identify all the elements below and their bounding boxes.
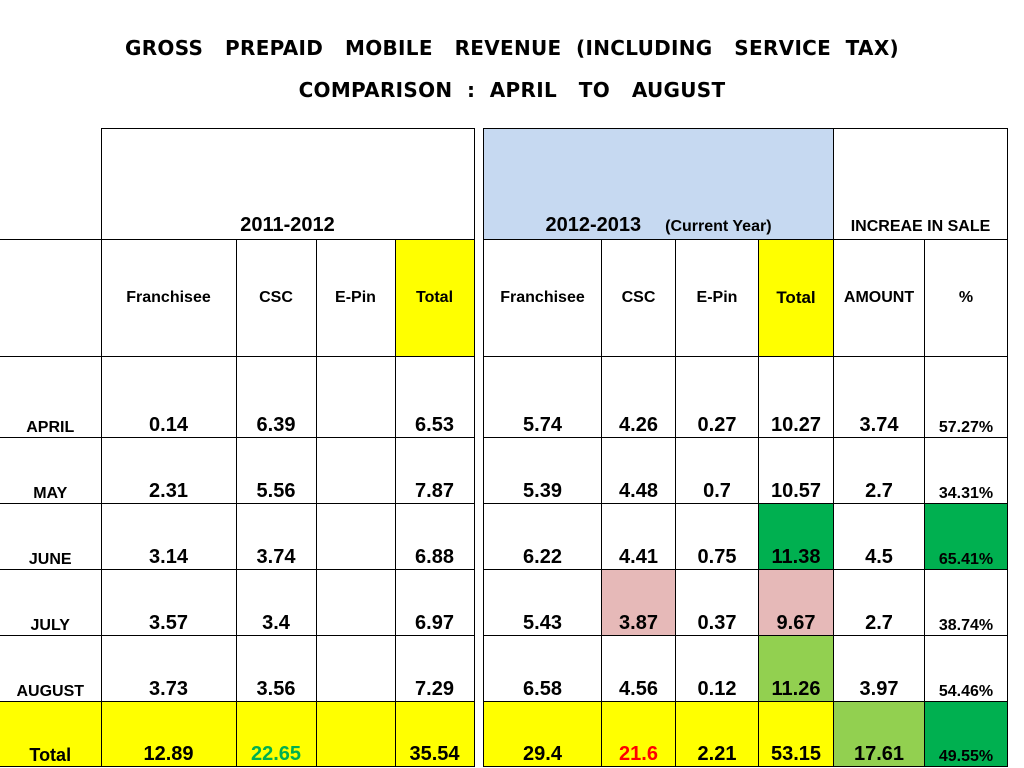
period-2011-2012: 2011-2012 — [100, 128, 475, 240]
prev-csc: 6.39 — [235, 356, 317, 438]
table-row: AUGUST 3.73 3.56 7.29 — [0, 635, 475, 702]
table-row: JUNE 3.14 3.74 6.88 — [0, 503, 475, 570]
table-row: APRIL 0.14 6.39 6.53 — [0, 356, 475, 438]
prev-csc: 3.56 — [235, 635, 317, 702]
curr-franchisee: 5.39 — [483, 437, 602, 504]
prev-franchisee: 0.14 — [100, 356, 237, 438]
page-subtitle: COMPARISON : APRIL TO AUGUST — [298, 78, 726, 102]
month-label: JUNE — [0, 503, 102, 570]
curr-franchisee: 5.43 — [483, 569, 602, 636]
prev-franchisee: 3.73 — [100, 635, 237, 702]
blank-header — [0, 128, 102, 240]
curr-csc: 4.56 — [601, 635, 676, 702]
table-row: 5.43 3.87 0.37 9.67 2.7 38.74% — [483, 569, 1008, 636]
col-amount: AMOUNT — [833, 239, 925, 357]
curr-franchisee-total: 29.4 — [483, 701, 602, 767]
prev-total: 7.87 — [394, 437, 475, 504]
col-csc: CSC — [601, 239, 676, 357]
prev-epin — [315, 503, 396, 570]
period-2012-2013: 2012-2013 (Current Year) — [483, 128, 834, 240]
curr-csc: 4.41 — [601, 503, 676, 570]
prev-csc-total: 22.65 — [235, 701, 317, 767]
prev-total: 7.29 — [394, 635, 475, 702]
increase-percent: 65.41% — [924, 503, 1008, 570]
prev-franchisee-total: 12.89 — [100, 701, 237, 767]
curr-franchisee: 6.22 — [483, 503, 602, 570]
month-label: JULY — [0, 569, 102, 636]
curr-total: 11.26 — [758, 635, 834, 702]
col-total: Total — [394, 239, 475, 357]
increase-amount: 2.7 — [833, 437, 925, 504]
increase-in-sale-header: INCREAE IN SALE — [833, 128, 1008, 240]
prev-total: 6.97 — [394, 569, 475, 636]
table-2012-2013: 2012-2013 (Current Year) INCREAE IN SALE … — [483, 128, 1008, 767]
col-percent: % — [924, 239, 1008, 357]
prev-total-total: 35.54 — [394, 701, 475, 767]
curr-franchisee: 5.74 — [483, 356, 602, 438]
table-row: 6.58 4.56 0.12 11.26 3.97 54.46% — [483, 635, 1008, 702]
total-row: Total 12.89 22.65 35.54 — [0, 701, 475, 767]
curr-epin: 0.37 — [675, 569, 759, 636]
table-row: 6.22 4.41 0.75 11.38 4.5 65.41% — [483, 503, 1008, 570]
table-row: JULY 3.57 3.4 6.97 — [0, 569, 475, 636]
table-row: MAY 2.31 5.56 7.87 — [0, 437, 475, 504]
table-row: 5.39 4.48 0.7 10.57 2.7 34.31% — [483, 437, 1008, 504]
col-franchisee: Franchisee — [483, 239, 602, 357]
curr-epin: 0.12 — [675, 635, 759, 702]
curr-total: 10.27 — [758, 356, 834, 438]
increase-amount: 3.74 — [833, 356, 925, 438]
prev-franchisee: 3.14 — [100, 503, 237, 570]
table-2011-2012: 2011-2012 Franchisee CSC E-Pin Total APR… — [0, 128, 475, 767]
prev-csc: 3.4 — [235, 569, 317, 636]
curr-franchisee: 6.58 — [483, 635, 602, 702]
prev-epin — [315, 569, 396, 636]
increase-amount: 4.5 — [833, 503, 925, 570]
prev-epin-total — [315, 701, 396, 767]
month-label: MAY — [0, 437, 102, 504]
curr-total-total: 53.15 — [758, 701, 834, 767]
curr-csc: 4.48 — [601, 437, 676, 504]
table-row: 5.74 4.26 0.27 10.27 3.74 57.27% — [483, 356, 1008, 438]
curr-csc-total: 21.6 — [601, 701, 676, 767]
curr-csc: 4.26 — [601, 356, 676, 438]
total-row: 29.4 21.6 2.21 53.15 17.61 49.55% — [483, 701, 1008, 767]
month-label: APRIL — [0, 356, 102, 438]
col-csc: CSC — [235, 239, 317, 357]
prev-epin — [315, 437, 396, 504]
increase-percent: 57.27% — [924, 356, 1008, 438]
prev-franchisee: 2.31 — [100, 437, 237, 504]
prev-csc: 5.56 — [235, 437, 317, 504]
prev-franchisee: 3.57 — [100, 569, 237, 636]
curr-epin: 0.27 — [675, 356, 759, 438]
curr-total: 9.67 — [758, 569, 834, 636]
col-epin: E-Pin — [315, 239, 396, 357]
prev-epin — [315, 356, 396, 438]
month-label: AUGUST — [0, 635, 102, 702]
curr-total: 11.38 — [758, 503, 834, 570]
increase-percent: 38.74% — [924, 569, 1008, 636]
curr-epin: 0.7 — [675, 437, 759, 504]
month-header — [0, 239, 102, 357]
increase-amount-total: 17.61 — [833, 701, 925, 767]
curr-epin-total: 2.21 — [675, 701, 759, 767]
prev-total: 6.88 — [394, 503, 475, 570]
total-label: Total — [0, 701, 102, 767]
col-epin: E-Pin — [675, 239, 759, 357]
current-year-note: (Current Year) — [665, 218, 772, 235]
increase-amount: 3.97 — [833, 635, 925, 702]
increase-percent-total: 49.55% — [924, 701, 1008, 767]
prev-epin — [315, 635, 396, 702]
curr-total: 10.57 — [758, 437, 834, 504]
curr-csc: 3.87 — [601, 569, 676, 636]
prev-csc: 3.74 — [235, 503, 317, 570]
increase-percent: 34.31% — [924, 437, 1008, 504]
increase-amount: 2.7 — [833, 569, 925, 636]
increase-percent: 54.46% — [924, 635, 1008, 702]
page-title: GROSS PREPAID MOBILE REVENUE (INCLUDING … — [125, 36, 899, 60]
curr-epin: 0.75 — [675, 503, 759, 570]
col-total: Total — [758, 239, 834, 357]
col-franchisee: Franchisee — [100, 239, 237, 357]
prev-total: 6.53 — [394, 356, 475, 438]
period-2012-2013-label: 2012-2013 — [545, 214, 642, 236]
